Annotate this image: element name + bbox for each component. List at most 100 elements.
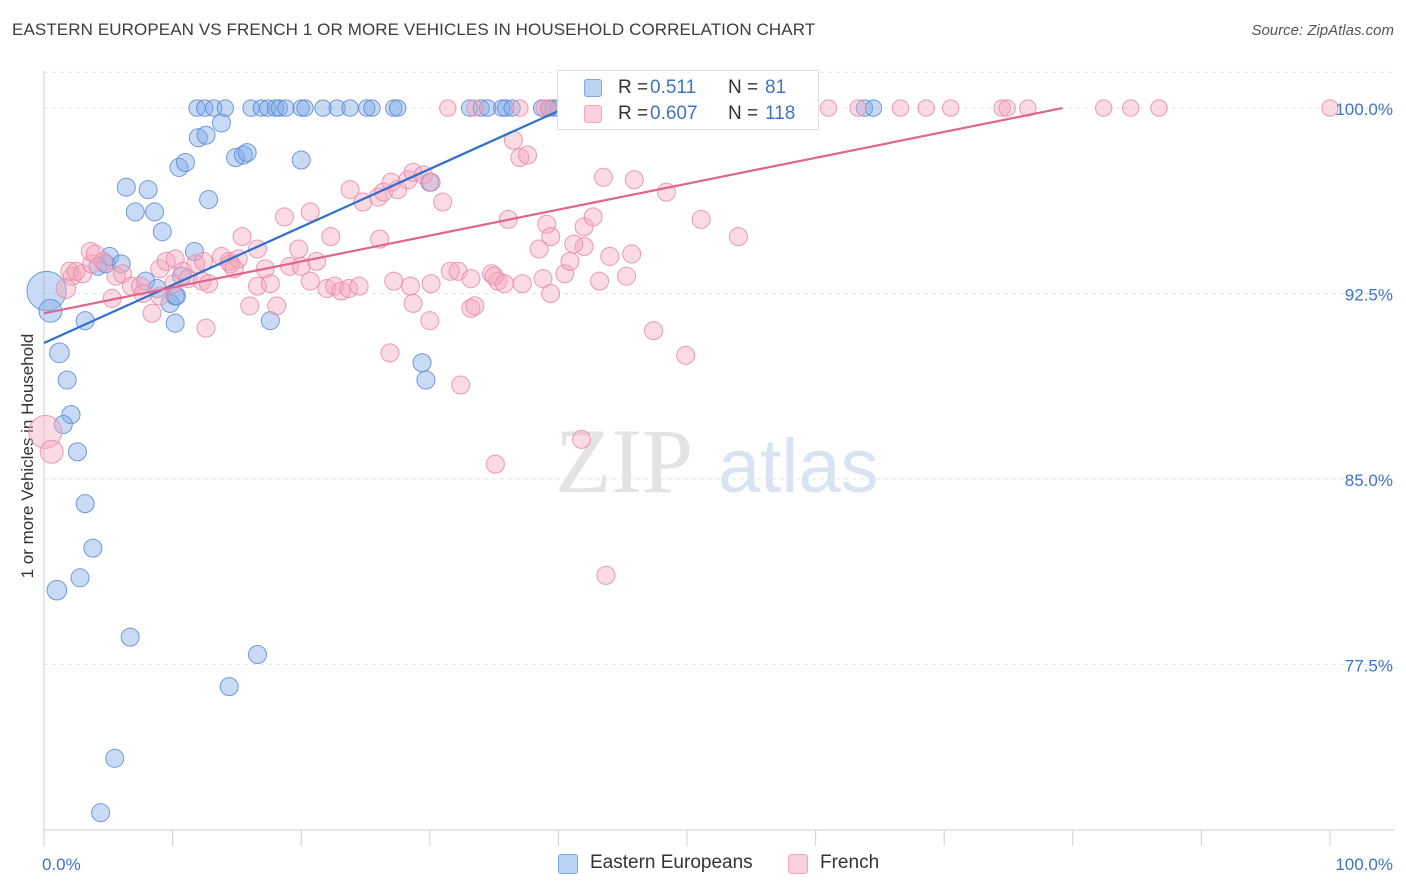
series-legend: Eastern Europeans French <box>0 852 1406 878</box>
french-point <box>465 296 485 316</box>
eastern-european-point <box>49 342 70 364</box>
french-point <box>440 261 460 281</box>
watermark-zip: ZIP <box>555 410 693 512</box>
eastern-european-point <box>388 99 407 117</box>
eastern-european-point <box>252 99 271 117</box>
french-point <box>400 276 421 296</box>
eastern-european-point <box>291 150 311 170</box>
tick-labels: 77.5% 85.0% 92.5% 100.0% 0.0% 100.0% <box>42 100 1393 874</box>
x-tick-label: 100.0% <box>1335 855 1393 874</box>
eastern-european-point <box>211 113 231 133</box>
eastern-european-point <box>196 125 216 145</box>
eastern-european-point <box>358 99 376 117</box>
french-point <box>891 99 910 117</box>
legend-r-value-french: 0.607 <box>650 103 698 124</box>
eastern-european-point <box>363 99 381 117</box>
eastern-european-point <box>61 405 81 425</box>
legend-n-value-eastern: 81 <box>765 77 787 98</box>
french-point <box>165 249 185 269</box>
french-point <box>600 246 620 266</box>
eastern-european-point <box>105 748 125 768</box>
french-point <box>349 276 369 296</box>
french-point <box>541 227 561 247</box>
french-point <box>998 99 1016 117</box>
eastern-european-point <box>120 627 140 647</box>
eastern-european-point <box>216 99 235 117</box>
french-point <box>93 251 113 271</box>
legend-row-french: R = 0.607 N = 118 <box>558 101 818 127</box>
french-point <box>307 251 327 271</box>
french-point <box>142 303 162 323</box>
eastern-european-point <box>341 99 359 117</box>
french-trend-line <box>43 107 1063 315</box>
french-point <box>593 167 613 187</box>
legend-swatch-eastern <box>584 79 602 97</box>
eastern-european-point <box>472 99 490 117</box>
eastern-european-point <box>188 128 208 148</box>
french-point <box>676 345 696 365</box>
eastern-european-point <box>496 99 515 117</box>
eastern-european-point <box>199 190 219 210</box>
chart-title: EASTERN EUROPEAN VS FRENCH 1 OR MORE VEH… <box>12 20 816 39</box>
eastern-european-point <box>169 157 189 177</box>
french-point <box>317 279 337 299</box>
french-point <box>274 207 295 227</box>
french-point <box>370 229 390 249</box>
french-point <box>80 241 100 261</box>
french-point <box>917 99 935 117</box>
french-point <box>537 214 557 234</box>
french-point <box>485 454 505 474</box>
french-point <box>617 266 637 286</box>
french-point <box>1019 99 1037 117</box>
french-point <box>482 264 502 284</box>
french-point <box>421 274 441 294</box>
french-point <box>560 251 580 271</box>
french-point <box>510 148 530 168</box>
french-point <box>451 375 471 395</box>
french-point <box>130 276 150 296</box>
watermark-atlas: atlas <box>718 424 879 509</box>
trend-lines <box>43 107 1063 344</box>
french-point <box>300 202 320 222</box>
correlation-legend: R = 0.511 N = 81 R = 0.607 N = 118 <box>557 70 819 130</box>
french-point <box>572 429 592 449</box>
french-point <box>1321 99 1339 117</box>
eastern-european-point <box>145 202 165 222</box>
legend-r-label: R = <box>618 103 649 124</box>
eastern-european-point <box>219 677 239 697</box>
legend-label-eastern-europeans: Eastern Europeans <box>590 852 753 873</box>
french-point <box>1094 99 1113 117</box>
french-point <box>590 271 610 291</box>
legend-swatch-eastern <box>558 854 578 874</box>
french-point <box>380 343 400 363</box>
french-point <box>340 180 360 200</box>
french-point <box>267 296 287 316</box>
eastern-european-point <box>266 99 285 117</box>
eastern-european-point <box>138 180 158 200</box>
eastern-european-point <box>196 99 214 117</box>
french-point <box>512 274 532 294</box>
french-point <box>289 239 309 259</box>
legend-r-value-eastern: 0.511 <box>650 77 697 98</box>
french-point <box>849 99 867 117</box>
french-point <box>240 296 260 316</box>
eastern-european-point <box>385 99 403 117</box>
eastern-european-point <box>83 538 103 558</box>
eastern-european-point <box>75 494 95 514</box>
eastern-european-point <box>412 353 432 373</box>
french-point <box>1121 99 1140 117</box>
french-point <box>624 170 644 190</box>
eastern-european-point <box>100 246 120 266</box>
legend-swatch-french <box>584 105 602 123</box>
eastern-european-point <box>125 202 145 222</box>
french-point <box>596 565 616 585</box>
french-point <box>555 264 575 284</box>
eastern-european-point <box>237 143 257 163</box>
eastern-european-point <box>328 99 346 117</box>
legend-n-label: N = <box>728 103 759 124</box>
french-point <box>484 266 504 286</box>
french-point <box>199 274 219 294</box>
eastern-european-point <box>277 99 295 117</box>
french-point <box>321 227 341 247</box>
